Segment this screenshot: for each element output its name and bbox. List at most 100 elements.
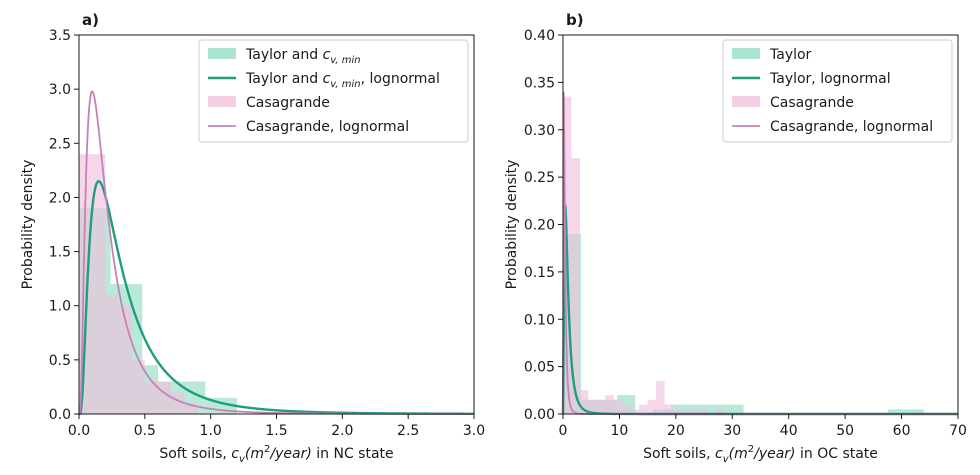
histogram-bar-casagrande (171, 392, 185, 414)
y-axis-label: Probability density (20, 160, 36, 290)
x-axis-label-unit-end: /year) (268, 446, 311, 462)
y-tick-label: 0.05 (524, 360, 555, 376)
panel-label: a) (82, 11, 99, 29)
legend-swatch-taylor (208, 48, 236, 59)
histogram-bar-casagrande (571, 158, 580, 414)
legend-label-text: Casagrande (246, 95, 330, 111)
histogram-bar-casagrande (105, 294, 119, 414)
x-tick-label: 3.0 (463, 423, 485, 439)
histogram-bar-casagrande (681, 409, 690, 414)
legend-label: Casagrande (246, 95, 330, 111)
legend-box (198, 39, 469, 143)
histogram-bar-casagrande (715, 409, 724, 414)
legend-label-symbol: c (323, 47, 331, 63)
legend-label-subscript: v, min (330, 79, 360, 90)
y-tick-label: 3.0 (49, 82, 71, 98)
x-axis-label-superscript: 2 (748, 444, 754, 455)
legend-label: Taylor, lognormal (769, 71, 891, 87)
legend-label-tail: , lognormal (361, 71, 440, 87)
x-axis-label-superscript: 2 (264, 444, 270, 455)
legend-label: Taylor (769, 47, 812, 63)
legend-label-text: Casagrande, lognormal (770, 119, 933, 135)
y-tick-label: 2.5 (49, 136, 71, 152)
y-tick-label: 0.15 (524, 265, 555, 281)
y-tick-label: 0.5 (49, 353, 71, 369)
x-tick-label: 60 (893, 423, 911, 439)
x-tick-label: 10 (611, 423, 629, 439)
legend-label: Casagrande, lognormal (246, 119, 409, 135)
histogram-bar-taylor (725, 404, 744, 414)
legend: Taylor Taylor, lognormal Casagrande Casagra… (722, 39, 953, 143)
x-axis-label-unit: (m (245, 446, 264, 462)
legend-label: Casagrande, lognormal (770, 119, 933, 135)
x-axis-label: Soft soils, cv(m2/year) in OC state (643, 444, 878, 465)
legend-label-text: Taylor and (245, 71, 323, 87)
x-axis-label-suffix: in NC state (312, 446, 394, 462)
x-tick-label: 20 (667, 423, 685, 439)
legend-swatch-casagrande (208, 96, 236, 107)
histogram-bar-taylor (906, 409, 925, 414)
histogram-bar-casagrande (639, 404, 648, 414)
x-tick-label: 0 (559, 423, 568, 439)
legend-box (722, 39, 953, 143)
x-axis-label-prefix: Soft soils, (643, 446, 715, 462)
histogram-bar-casagrande (613, 399, 623, 414)
x-axis-label: Soft soils, cv(m2/year) in NC state (159, 444, 393, 465)
x-axis-label-prefix: Soft soils, (159, 446, 231, 462)
x-tick-label: 40 (780, 423, 798, 439)
y-tick-label: 0.0 (49, 407, 71, 423)
legend-label: Taylor and cv, min (245, 47, 361, 66)
legend-label-text: Casagrande (770, 95, 854, 111)
y-tick-label: 0.40 (524, 28, 555, 44)
legend-label-symbol: c (323, 71, 331, 87)
x-tick-label: 30 (723, 423, 741, 439)
histogram-bar-casagrande (698, 409, 707, 414)
histogram-bar-casagrande (184, 403, 198, 414)
x-axis-label-unit: (m (729, 446, 748, 462)
lognormal-curve-taylor (561, 204, 959, 416)
y-tick-label: 2.0 (49, 190, 71, 206)
y-tick-label: 1.5 (49, 245, 71, 261)
histogram-bar-casagrande (605, 395, 614, 414)
histogram-bar-casagrande (131, 359, 145, 414)
x-tick-label: 70 (949, 423, 967, 439)
x-axis-label-symbol: c (231, 446, 239, 462)
x-tick-label: 2.5 (397, 423, 419, 439)
legend-label-text: Taylor (769, 47, 812, 63)
histogram-bar-casagrande (664, 404, 674, 414)
x-tick-label: 1.0 (200, 423, 222, 439)
x-axis-label-subscript: v (723, 454, 730, 465)
legend-swatch-casagrande (732, 96, 760, 107)
legend-label-text: Taylor, lognormal (769, 71, 891, 87)
x-tick-label: 2.0 (331, 423, 353, 439)
histogram-bar-casagrande (158, 381, 172, 414)
x-tick-label: 1.5 (265, 423, 287, 439)
x-tick-label: 50 (836, 423, 854, 439)
y-tick-label: 3.5 (49, 28, 71, 44)
histogram-bar-casagrande (630, 409, 640, 414)
histogram-bar-casagrande (579, 390, 589, 414)
x-axis-label-symbol: c (715, 446, 723, 462)
histogram-bar-casagrande (689, 409, 699, 414)
x-axis-label-subscript: v (239, 454, 246, 465)
legend-label-text: Casagrande, lognormal (246, 119, 409, 135)
x-axis-label-unit-end: /year) (752, 446, 795, 462)
x-axis-label-suffix: in OC state (796, 446, 878, 462)
x-tick-label: 0.5 (134, 423, 156, 439)
x-tick-label: 0.0 (68, 423, 90, 439)
y-tick-label: 0.25 (524, 170, 555, 186)
histogram-bar-taylor (888, 409, 907, 414)
y-tick-label: 0.35 (524, 75, 555, 91)
panel-b: 0 10 20 30 40 50 60 70 0.00 0.05 0.10 0.15 0.20 0.25 0… (504, 11, 967, 465)
histogram-bar-casagrande (673, 409, 682, 414)
y-tick-label: 0.20 (524, 218, 555, 234)
legend-label-subscript: v, min (330, 55, 360, 66)
y-tick-label: 0.00 (524, 407, 555, 423)
legend-label-text: Taylor and (245, 47, 323, 63)
histogram-bar-casagrande (622, 404, 631, 414)
histogram-bar-casagrande (596, 399, 606, 414)
legend-swatch-taylor (732, 48, 760, 59)
legend-label: Casagrande (770, 95, 854, 111)
